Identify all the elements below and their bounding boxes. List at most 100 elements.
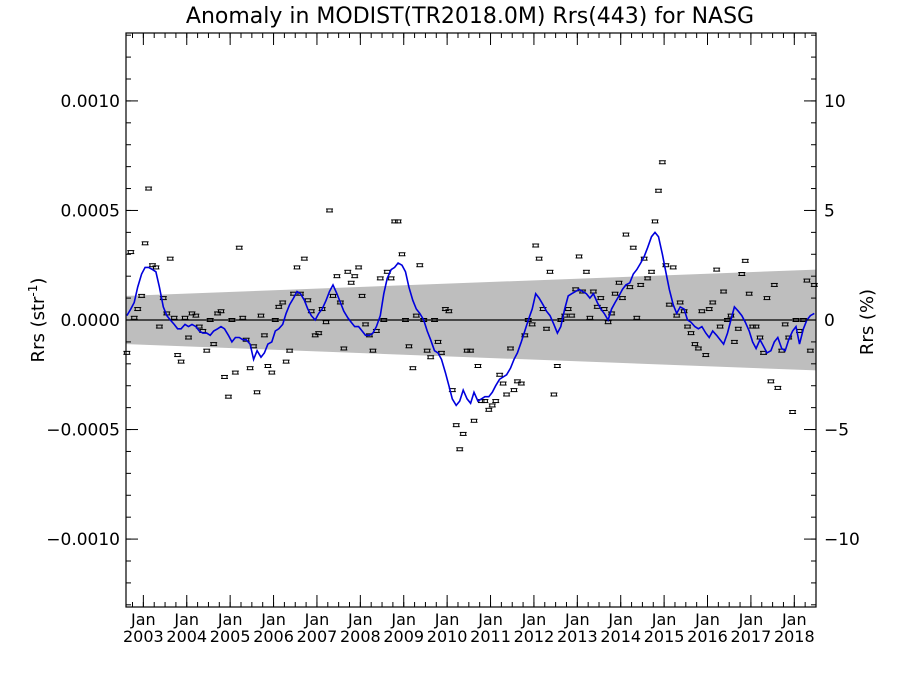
data-point: [217, 309, 225, 314]
data-point: [344, 269, 352, 274]
left-axis-label-text: Rrs (str: [28, 296, 49, 362]
data-point: [355, 265, 363, 270]
data-point: [445, 309, 453, 314]
left-tick-label: 0.0000: [61, 311, 120, 331]
x-tick-label-year: 2012: [514, 627, 555, 646]
data-point: [806, 348, 814, 353]
data-point: [416, 263, 424, 268]
data-point: [597, 296, 605, 301]
data-point: [130, 315, 138, 320]
data-point: [550, 392, 558, 397]
left-axis-label-close: ): [28, 278, 49, 285]
x-axis: Jan2003Jan2004Jan2005Jan2006Jan2007Jan20…: [123, 33, 817, 646]
data-point: [459, 431, 467, 436]
data-point: [803, 278, 811, 283]
x-tick-label-year: 2007: [297, 627, 338, 646]
data-point: [268, 370, 276, 375]
data-point: [181, 315, 189, 320]
data-point: [553, 364, 561, 369]
data-point: [322, 320, 330, 325]
right-axis-label: Rrs (%): [857, 289, 878, 355]
right-tick-label: 10: [824, 92, 846, 112]
data-point: [720, 289, 728, 294]
data-point: [687, 331, 695, 336]
data-point: [510, 388, 518, 393]
data-point: [206, 318, 214, 322]
data-point: [239, 315, 247, 320]
x-tick-label-month: Jan: [304, 610, 330, 629]
data-point: [152, 265, 160, 270]
data-point: [568, 313, 576, 318]
x-tick-label-month: Jan: [694, 610, 720, 629]
data-point: [658, 160, 666, 165]
data-point: [665, 302, 673, 307]
data-point: [474, 364, 482, 369]
data-point: [452, 423, 460, 428]
data-point: [705, 307, 713, 312]
data-point: [633, 315, 641, 320]
data-point: [333, 274, 341, 279]
left-tick-label: −0.0010: [46, 530, 120, 550]
data-point: [246, 366, 254, 371]
data-point: [358, 293, 366, 298]
data-point: [311, 333, 319, 338]
data-point: [752, 324, 760, 329]
x-tick-label-month: Jan: [390, 610, 416, 629]
data-point: [774, 385, 782, 390]
data-point: [260, 333, 268, 338]
data-point: [155, 324, 163, 329]
data-point: [300, 256, 308, 261]
x-tick-label-month: Jan: [434, 610, 460, 629]
x-tick-label-month: Jan: [173, 610, 199, 629]
data-point: [691, 342, 699, 347]
right-y-axis: 10 5 0 −5 −10: [804, 34, 860, 606]
data-point: [282, 359, 290, 364]
data-point: [622, 232, 630, 237]
x-tick-label-year: 2015: [644, 627, 685, 646]
data-point: [730, 339, 738, 344]
data-point: [192, 313, 200, 318]
x-tick-label-year: 2004: [166, 627, 207, 646]
left-tick-label: −0.0005: [46, 421, 120, 441]
data-point: [228, 318, 236, 322]
data-point: [184, 335, 192, 340]
plot-area: [123, 32, 818, 608]
data-point: [763, 296, 771, 301]
data-point: [702, 353, 710, 358]
data-point: [528, 322, 536, 327]
data-point: [347, 280, 355, 285]
data-point: [662, 263, 670, 268]
data-point: [792, 318, 800, 322]
data-point: [629, 245, 637, 250]
data-point: [340, 346, 348, 351]
data-point: [709, 300, 717, 305]
data-point: [315, 331, 323, 336]
data-point: [177, 359, 185, 364]
data-point: [210, 342, 218, 347]
x-tick-label-month: Jan: [477, 610, 503, 629]
data-point: [351, 274, 359, 279]
data-point: [698, 309, 706, 314]
data-point: [676, 300, 684, 305]
data-point: [380, 318, 388, 322]
data-point: [611, 291, 619, 296]
x-tick-label-year: 2006: [253, 627, 294, 646]
data-point: [275, 304, 283, 309]
data-point: [412, 313, 420, 318]
data-point: [405, 344, 413, 349]
x-tick-label-year: 2011: [470, 627, 511, 646]
data-point: [326, 208, 334, 213]
x-tick-label-year: 2003: [123, 627, 164, 646]
data-point: [654, 188, 662, 193]
data-point: [376, 276, 384, 281]
data-point: [174, 353, 182, 358]
data-point: [575, 254, 583, 259]
data-point: [456, 447, 464, 452]
data-point: [431, 318, 439, 322]
x-tick-label-month: Jan: [260, 610, 286, 629]
data-point: [488, 403, 496, 408]
data-point: [369, 348, 377, 353]
right-tick-label: −10: [824, 530, 860, 550]
x-tick-label-month: Jan: [651, 610, 677, 629]
data-point: [467, 348, 475, 353]
